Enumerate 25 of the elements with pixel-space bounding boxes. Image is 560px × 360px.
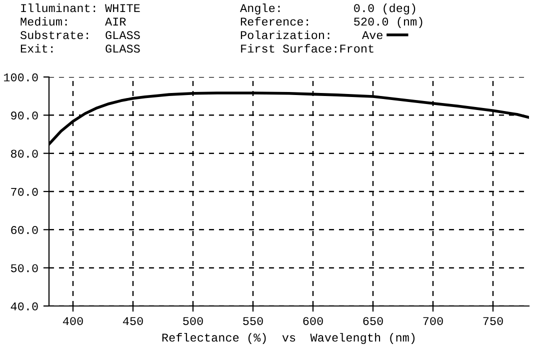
text: Reference: 520.0 (nm): [240, 17, 422, 28]
x-tick-label: 700: [423, 317, 443, 326]
x-tick-label: 400: [62, 317, 83, 326]
y-tick-label: 60.0: [11, 226, 38, 234]
text: Illuminant: WHITE: [21, 4, 140, 12]
y-tick-label: 70.0: [11, 188, 38, 196]
y-tick-label: 90.0: [11, 112, 38, 120]
legend-label: Ave: [362, 31, 382, 40]
x-tick-label: 650: [363, 317, 383, 326]
y-tick-label: 100.0: [4, 73, 38, 82]
x-tick-label: 600: [303, 317, 323, 326]
x-tick-label: 500: [183, 317, 203, 326]
x-tick-label: 450: [122, 317, 143, 326]
text: Angle: 0.0 (deg): [240, 4, 416, 14]
text: Medium: AIR: [20, 17, 126, 26]
y-tick-label: 40.0: [10, 302, 38, 310]
x-axis-title: Reflectance (%) vs Wavelength (nm): [162, 332, 415, 344]
x-tick-label: 750: [483, 317, 503, 326]
text: First Surface:Front: [241, 44, 374, 53]
text: Substrate: GLASS: [20, 30, 140, 40]
x-tick-label: 550: [243, 317, 263, 326]
y-tick-label: 80.0: [11, 150, 38, 158]
text: Polarization:: [240, 30, 330, 40]
y-tick-label: 50.0: [10, 264, 38, 272]
text: Exit: GLASS: [20, 44, 140, 53]
